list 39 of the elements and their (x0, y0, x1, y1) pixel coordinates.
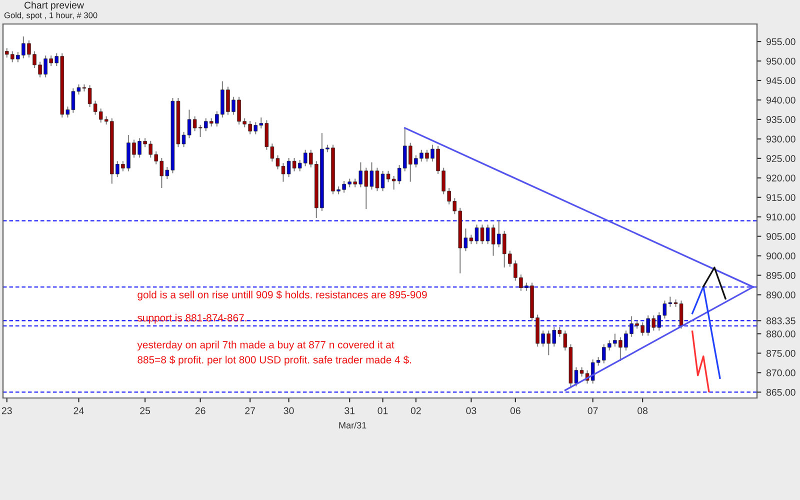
annotation: support is 881-874-867. (138, 314, 246, 324)
chart-subtitle: Gold, spot , 1 hour, # 300 (4, 12, 98, 20)
text: Mar/31 (339, 422, 366, 428)
x-tick-label: 30 (284, 407, 294, 414)
x-tick-label: 25 (140, 407, 150, 414)
y-tick-label: 925.00 (766, 155, 796, 162)
y-tick-label: 920.00 (766, 174, 796, 182)
y-tick-label: 895.00 (766, 272, 796, 279)
y-tick-label: 910.00 (766, 214, 796, 220)
y-tick-label: 945.00 (766, 77, 796, 84)
annotation: 885=8 $ profit. per lot 800 USD profit. safe trader made 4 $. (138, 356, 412, 366)
y-tick-label: 955.00 (766, 38, 796, 46)
x-tick-label: 02 (410, 407, 421, 414)
y-tick-label: 865.00 (766, 388, 796, 396)
x-tick-label: 01 (378, 407, 388, 414)
x-tick-label: 08 (638, 407, 648, 414)
y-tick-label: 940.00 (766, 96, 796, 104)
y-tick-label: 950.00 (766, 58, 796, 65)
x-tick-label: 27 (245, 407, 256, 414)
x-tick-label: 06 (510, 407, 520, 414)
x-tick-label: 26 (195, 407, 206, 414)
annotation: gold is a sell on rise untill 909 $ holds. resistances are 895-909 (138, 290, 427, 300)
x-tick-label: 07 (588, 407, 598, 414)
y-tick-label: 930.00 (766, 136, 796, 143)
x-tick-label: 24 (74, 407, 84, 414)
y-tick-label: 870.00 (766, 369, 796, 376)
chart-title: Chart preview (24, 1, 84, 11)
y-tick-label: 905.00 (766, 233, 796, 240)
annotation: yesterday on april 7th made a buy at 877 n covered it at (137, 340, 394, 350)
x-tick-label: 23 (2, 407, 12, 414)
y-tick-label: 883.35 (766, 317, 796, 324)
y-tick-label: 935.00 (766, 116, 796, 124)
y-tick-label: 880.00 (766, 330, 796, 338)
x-tick-label: 31 (344, 407, 355, 414)
y-tick-label: 900.00 (766, 252, 796, 260)
y-tick-label: 915.00 (766, 194, 796, 201)
y-tick-label: 875.00 (766, 350, 796, 357)
x-tick-label: 03 (466, 407, 476, 414)
y-tick-label: 890.00 (766, 291, 796, 298)
